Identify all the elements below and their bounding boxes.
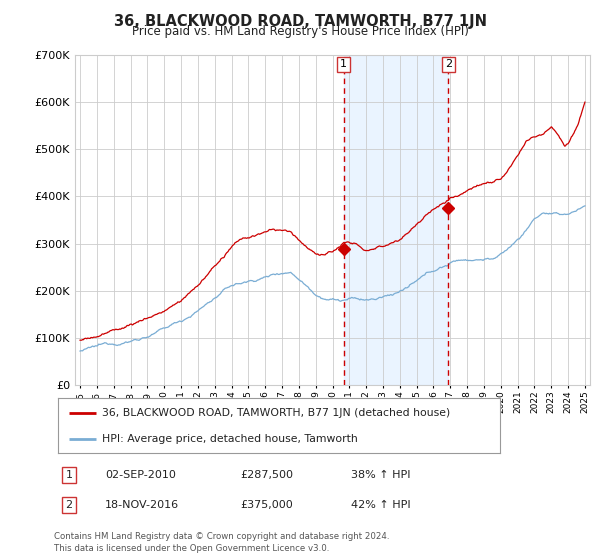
Text: 1: 1: [65, 470, 73, 480]
Text: 36, BLACKWOOD ROAD, TAMWORTH, B77 1JN (detached house): 36, BLACKWOOD ROAD, TAMWORTH, B77 1JN (d…: [102, 408, 451, 418]
Text: 2: 2: [65, 500, 73, 510]
Text: 36, BLACKWOOD ROAD, TAMWORTH, B77 1JN: 36, BLACKWOOD ROAD, TAMWORTH, B77 1JN: [113, 14, 487, 29]
Text: Contains HM Land Registry data © Crown copyright and database right 2024.
This d: Contains HM Land Registry data © Crown c…: [54, 533, 389, 553]
Text: 2: 2: [445, 59, 452, 69]
Text: 18-NOV-2016: 18-NOV-2016: [105, 500, 179, 510]
Text: £375,000: £375,000: [240, 500, 293, 510]
Text: 42% ↑ HPI: 42% ↑ HPI: [351, 500, 410, 510]
Text: HPI: Average price, detached house, Tamworth: HPI: Average price, detached house, Tamw…: [102, 433, 358, 444]
Bar: [344, 55, 448, 385]
Text: 02-SEP-2010: 02-SEP-2010: [105, 470, 176, 480]
Text: Price paid vs. HM Land Registry's House Price Index (HPI): Price paid vs. HM Land Registry's House …: [131, 25, 469, 38]
Text: 38% ↑ HPI: 38% ↑ HPI: [351, 470, 410, 480]
Text: 1: 1: [340, 59, 347, 69]
Text: £287,500: £287,500: [240, 470, 293, 480]
